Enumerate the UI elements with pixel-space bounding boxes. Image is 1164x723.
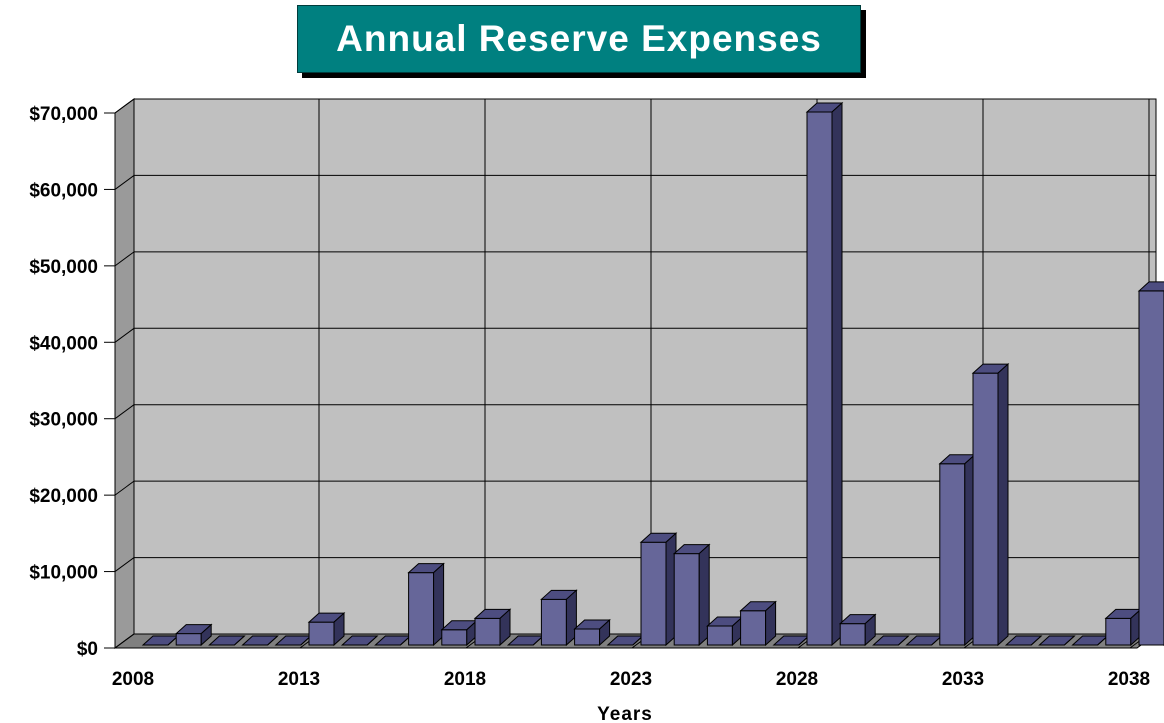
y-axis-ticks: $0 $10,000 $20,000 $30,000 $40,000 $50,000 $60…	[29, 104, 115, 660]
bar-2037	[1104, 608, 1143, 647]
bar-2038	[1137, 281, 1164, 647]
x-tick-label: 2028	[776, 669, 818, 690]
bar-2024	[672, 543, 711, 647]
bar-2010	[208, 635, 246, 646]
bar-2018	[473, 608, 512, 647]
x-tick-label: 2038	[1108, 669, 1150, 690]
bar-2013	[307, 612, 346, 647]
bar-2032	[938, 453, 977, 647]
y-tick-label: $70,000	[29, 104, 98, 125]
y-tick-label: $30,000	[29, 410, 98, 431]
bar-2030	[872, 635, 910, 646]
bar-2021	[573, 618, 611, 647]
bar-2033	[971, 363, 1010, 647]
y-tick-label: $10,000	[29, 563, 98, 584]
bar-2025	[706, 615, 744, 647]
bar-2017	[440, 619, 479, 647]
bar-2016	[407, 562, 445, 647]
y-tick-label: $0	[77, 639, 98, 660]
x-tick-label: 2018	[444, 669, 486, 690]
bar-2020	[540, 589, 578, 647]
bar-2026	[739, 600, 777, 647]
bar-2029	[838, 613, 877, 647]
y-tick-label: $40,000	[29, 333, 98, 354]
bar-2023	[639, 532, 678, 647]
bar-2009	[174, 623, 213, 647]
x-tick-label: 2008	[112, 669, 154, 690]
bars	[141, 101, 1164, 647]
chart-title: Annual Reserve Expenses	[297, 5, 861, 73]
y-tick-label: $50,000	[29, 257, 98, 278]
x-tick-label: 2033	[942, 669, 984, 690]
bar-2011	[241, 635, 279, 646]
x-tick-label: 2013	[278, 669, 320, 690]
y-tick-label: $60,000	[29, 180, 98, 201]
bar-2034	[1004, 635, 1043, 646]
bar-2028	[805, 101, 844, 647]
bar-2014	[340, 635, 379, 646]
x-tick-label: 2023	[610, 669, 652, 690]
bar-2035	[1038, 635, 1076, 646]
y-tick-label: $20,000	[29, 486, 98, 507]
x-axis-ticks: 2008 2013 2018 2023 2028 2033 2038	[112, 669, 1150, 690]
x-axis-title: Years	[597, 704, 653, 723]
